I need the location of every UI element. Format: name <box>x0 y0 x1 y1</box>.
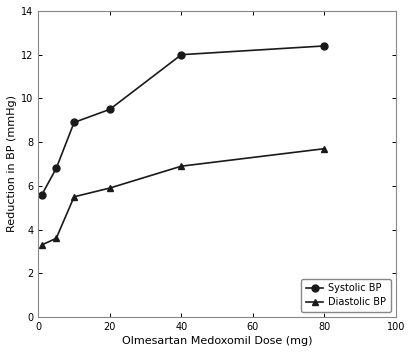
Diastolic BP <box>72 195 77 199</box>
Systolic BP <box>72 120 77 125</box>
Diastolic BP <box>108 186 112 190</box>
Diastolic BP <box>54 236 59 240</box>
X-axis label: Olmesartan Medoxomil Dose (mg): Olmesartan Medoxomil Dose (mg) <box>122 336 312 346</box>
Systolic BP <box>54 166 59 170</box>
Diastolic BP <box>40 243 44 247</box>
Systolic BP <box>40 192 44 197</box>
Line: Systolic BP: Systolic BP <box>38 42 328 198</box>
Y-axis label: Reduction in BP (mmHg): Reduction in BP (mmHg) <box>7 95 17 233</box>
Diastolic BP <box>179 164 184 168</box>
Line: Diastolic BP: Diastolic BP <box>38 145 328 249</box>
Systolic BP <box>179 53 184 57</box>
Diastolic BP <box>322 146 327 151</box>
Systolic BP <box>108 107 112 112</box>
Legend: Systolic BP, Diastolic BP: Systolic BP, Diastolic BP <box>301 279 391 312</box>
Systolic BP <box>322 44 327 48</box>
